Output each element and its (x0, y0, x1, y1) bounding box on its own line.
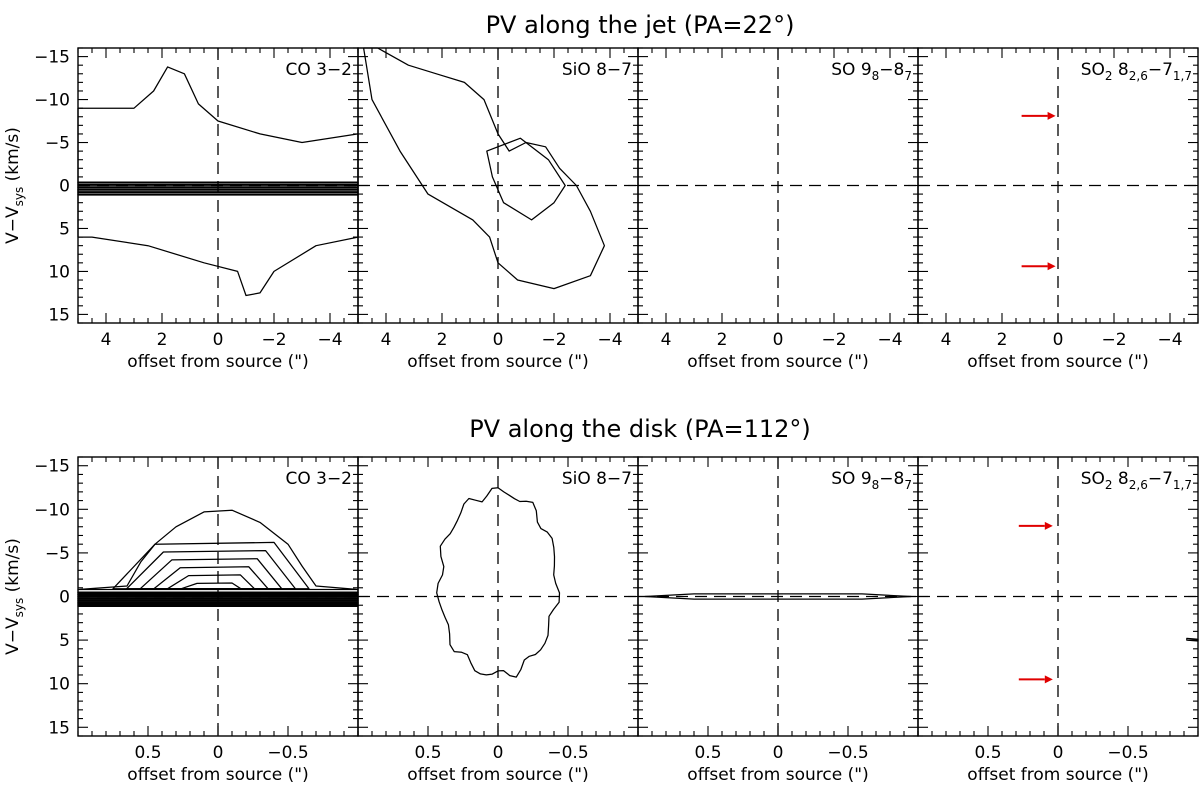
x-tick-label: 0 (493, 330, 504, 350)
x-axis-label: offset from source (") (407, 765, 588, 785)
x-tick-label: 2 (157, 330, 168, 350)
x-axis-label: offset from source (") (407, 352, 588, 372)
x-tick-label: −4 (877, 330, 902, 350)
line-label: CO 3−2 (285, 60, 352, 80)
y-tick-label: 15 (48, 305, 70, 325)
x-tick-label: 4 (941, 330, 952, 350)
x-tick-label: 2 (997, 330, 1008, 350)
red-arrow-icon (1018, 675, 1053, 684)
x-tick-label: 0 (773, 330, 784, 350)
x-tick-label: −0.5 (267, 743, 308, 763)
jet-row-title: PV along the jet (PA=22°) (486, 11, 795, 39)
red-arrow-icon (1021, 262, 1056, 271)
disk-row-title: PV along the disk (PA=112°) (469, 415, 811, 443)
contour-set (362, 47, 606, 290)
y-tick-label: 15 (48, 718, 70, 738)
y-tick-label: 0 (59, 588, 70, 608)
contour-line (77, 602, 359, 606)
y-tick-label: −10 (34, 91, 70, 111)
x-tick-label: 2 (717, 330, 728, 350)
line-label: SiO 8−7 (562, 469, 632, 489)
x-tick-label: 0.5 (134, 743, 161, 763)
contour-line (362, 47, 606, 290)
x-tick-label: 0.5 (414, 743, 441, 763)
contour-line (139, 558, 283, 590)
x-tick-label: −2 (261, 330, 286, 350)
x-tick-label: 4 (381, 330, 392, 350)
y-tick-label: −5 (45, 544, 70, 564)
y-tick-label: 10 (48, 675, 70, 695)
panel-0-3: 4 2 0 −2 −4 offset from source (") SO2 82,6−71… (918, 48, 1199, 372)
x-tick-label: −4 (597, 330, 622, 350)
x-tick-label: 0 (773, 743, 784, 763)
x-tick-label: 2 (437, 330, 448, 350)
x-tick-label: −2 (541, 330, 566, 350)
x-tick-label: −0.5 (1107, 743, 1148, 763)
contour-line (166, 574, 256, 590)
x-tick-label: 0.5 (694, 743, 721, 763)
y-axis-label: V−Vsys (km/s) (3, 538, 26, 655)
contour-line (112, 541, 310, 590)
contour-line (77, 509, 359, 591)
x-tick-label: −4 (317, 330, 342, 350)
red-arrow-icon (1021, 111, 1056, 120)
x-tick-label: −4 (1157, 330, 1182, 350)
line-label: SO 98−87 (831, 469, 912, 492)
x-axis-label: offset from source (") (127, 352, 308, 372)
x-axis-label: offset from source (") (687, 765, 868, 785)
contour-line (180, 582, 242, 590)
panel-0-0: 4 2 0 −2 −4 offset from source (") −15 −10 −5 0 5 1… (3, 48, 359, 372)
contour-set (436, 487, 561, 678)
contour-line (77, 193, 359, 196)
y-tick-label: 5 (59, 219, 70, 239)
x-tick-label: −2 (1101, 330, 1126, 350)
line-label: SO2 82,6−71,7 (1081, 60, 1192, 83)
y-tick-label: 0 (59, 177, 70, 197)
line-label: SiO 8−7 (562, 60, 632, 80)
panel-0-1: 4 2 0 −2 −4 offset from source (") SiO 8−7 (358, 47, 639, 372)
line-label: SO 98−87 (831, 60, 912, 83)
x-tick-label: 0.5 (974, 743, 1001, 763)
y-axis-label: V−Vsys (km/s) (3, 127, 26, 244)
line-label: CO 3−2 (285, 469, 352, 489)
x-axis-label: offset from source (") (127, 765, 308, 785)
red-arrow-icon (1018, 521, 1053, 530)
y-tick-label: −15 (34, 457, 70, 477)
x-tick-label: 0 (1053, 743, 1064, 763)
x-axis-label: offset from source (") (687, 352, 868, 372)
contour-line (436, 487, 561, 678)
x-tick-label: −0.5 (827, 743, 868, 763)
x-tick-label: 0 (213, 330, 224, 350)
x-tick-label: 0 (213, 743, 224, 763)
panel-0-2: 4 2 0 −2 −4 offset from source (") SO 98−87 (638, 48, 919, 372)
y-tick-label: −10 (34, 500, 70, 520)
line-label: SO2 82,6−71,7 (1081, 469, 1192, 492)
x-tick-label: −2 (821, 330, 846, 350)
x-axis-label: offset from source (") (967, 352, 1148, 372)
contour-line (77, 604, 359, 608)
x-tick-label: 4 (101, 330, 112, 350)
x-tick-label: 4 (661, 330, 672, 350)
y-tick-label: 5 (59, 631, 70, 651)
x-tick-label: 0 (493, 743, 504, 763)
x-axis-label: offset from source (") (967, 765, 1148, 785)
y-tick-label: −5 (45, 134, 70, 154)
y-tick-label: −15 (34, 48, 70, 68)
x-tick-label: −0.5 (547, 743, 588, 763)
panel-grid: 4 2 0 −2 −4 offset from source (") −15 −10 −5 0 5 1… (3, 47, 1199, 785)
x-tick-label: 0 (1053, 330, 1064, 350)
y-tick-label: 10 (48, 262, 70, 282)
